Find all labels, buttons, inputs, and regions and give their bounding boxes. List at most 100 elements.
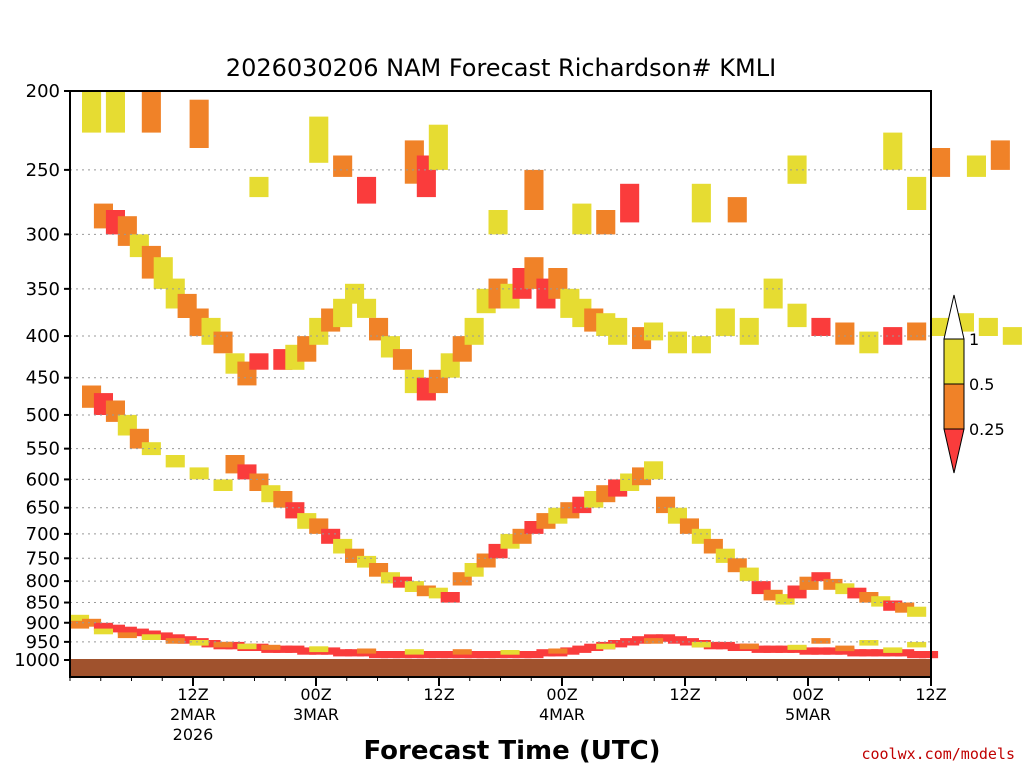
heatmap-cell [572,203,592,235]
heatmap-cell [524,651,544,659]
heatmap-cell [990,140,1010,170]
heatmap-cell [775,645,795,653]
y-tick-label: 350 [26,279,60,300]
heatmap-cell [213,641,233,648]
heatmap-cell [871,649,891,657]
heatmap-cell [931,148,951,177]
heatmap-cell [392,651,412,659]
heatmap-cell [165,638,185,644]
heatmap-cell [237,643,257,650]
heatmap-cell [249,176,269,198]
heatmap-cell [141,442,161,456]
heatmap-cell [560,647,580,655]
heatmap-cell [225,641,245,650]
heatmap-cell [440,592,460,603]
heatmap-cell [871,596,891,607]
heatmap-cell [141,634,161,640]
y-tick-label: 650 [26,498,60,519]
heatmap-cell [691,183,711,223]
heatmap-cell [165,634,185,642]
heatmap-cell [500,650,520,655]
heatmap-cell [70,614,90,623]
heatmap-cell [907,651,927,659]
heatmap-cell [428,651,448,659]
heatmap-cell [919,651,939,659]
y-tick-label: 400 [26,326,60,347]
heatmap-cell [464,651,484,659]
heatmap-cell [82,91,102,133]
heatmap-cell [907,606,927,617]
heatmap-cell [476,651,496,659]
legend-label: 0.5 [969,375,994,394]
heatmap-cell [907,322,927,341]
heatmap-cell [895,649,915,657]
y-tick-label: 600 [26,469,60,490]
heatmap-cell [117,626,137,635]
heatmap-cell [835,322,855,345]
heatmap-cell [823,647,843,655]
heatmap-cell [249,643,269,651]
y-tick-label: 550 [26,439,60,460]
y-tick-label: 850 [26,593,60,614]
heatmap-cell [644,461,664,480]
heatmap-cell [369,317,389,341]
heatmap-cell [572,645,592,653]
heatmap-cell [357,555,377,568]
heatmap-cell [333,298,353,328]
heatmap-cell [177,636,197,644]
x-tick-date: 4MAR [539,705,585,724]
heatmap-cell [811,572,831,582]
heatmap-cell [404,649,424,655]
heatmap-cell [1002,327,1022,345]
heatmap-cell [739,567,759,582]
heatmap-cell [297,647,317,655]
legend-swatch [943,383,965,430]
y-tick-label: 950 [26,632,60,653]
heatmap-cell [799,647,819,655]
heatmap-cell [380,572,400,584]
x-tick-label: 12Z [177,685,208,704]
heatmap-cell [907,176,927,210]
heatmap-cell [715,308,735,337]
heatmap-cell [153,632,173,640]
heatmap-cell [787,303,807,328]
heatmap-cell [811,317,831,336]
heatmap-cell [488,651,508,659]
heatmap-cell [333,649,353,657]
heatmap-cell [883,132,903,170]
heatmap-cell [357,648,377,654]
heatmap-cell [620,183,640,223]
heatmap-cell [883,647,903,653]
heatmap-cell [165,455,185,468]
heatmap-cell [93,628,113,635]
heatmap-cell [392,576,412,588]
heatmap-cell [608,640,628,648]
heatmap-cell [703,641,723,650]
heatmap-cell [70,620,90,629]
heatmap-cell [763,645,783,653]
heatmap-cell [404,581,424,592]
x-tick-label: 00Z [792,685,823,704]
heatmap-cell [464,317,484,345]
heatmap-cell [452,649,472,655]
heatmap-cell [512,651,532,659]
heatmap-cell [440,651,460,659]
heatmap-cell [644,322,664,341]
heatmap-cell [847,587,867,599]
heatmap-cell [715,641,735,650]
heatmap-cell [380,651,400,659]
legend-arrow-bottom [943,428,965,474]
x-tick-year: 2026 [173,725,214,744]
heatmap-cell [536,649,556,657]
heatmap-cell [739,317,759,345]
heatmap-cell [644,638,664,644]
y-tick-label: 500 [26,405,60,426]
heatmap-cell [201,640,221,648]
x-tick-label: 12Z [669,685,700,704]
heatmap-cell [141,91,161,133]
heatmap-cell [978,317,998,336]
heatmap-cell [117,632,137,639]
x-tick-label: 00Z [300,685,331,704]
heatmap-cell [907,641,927,648]
